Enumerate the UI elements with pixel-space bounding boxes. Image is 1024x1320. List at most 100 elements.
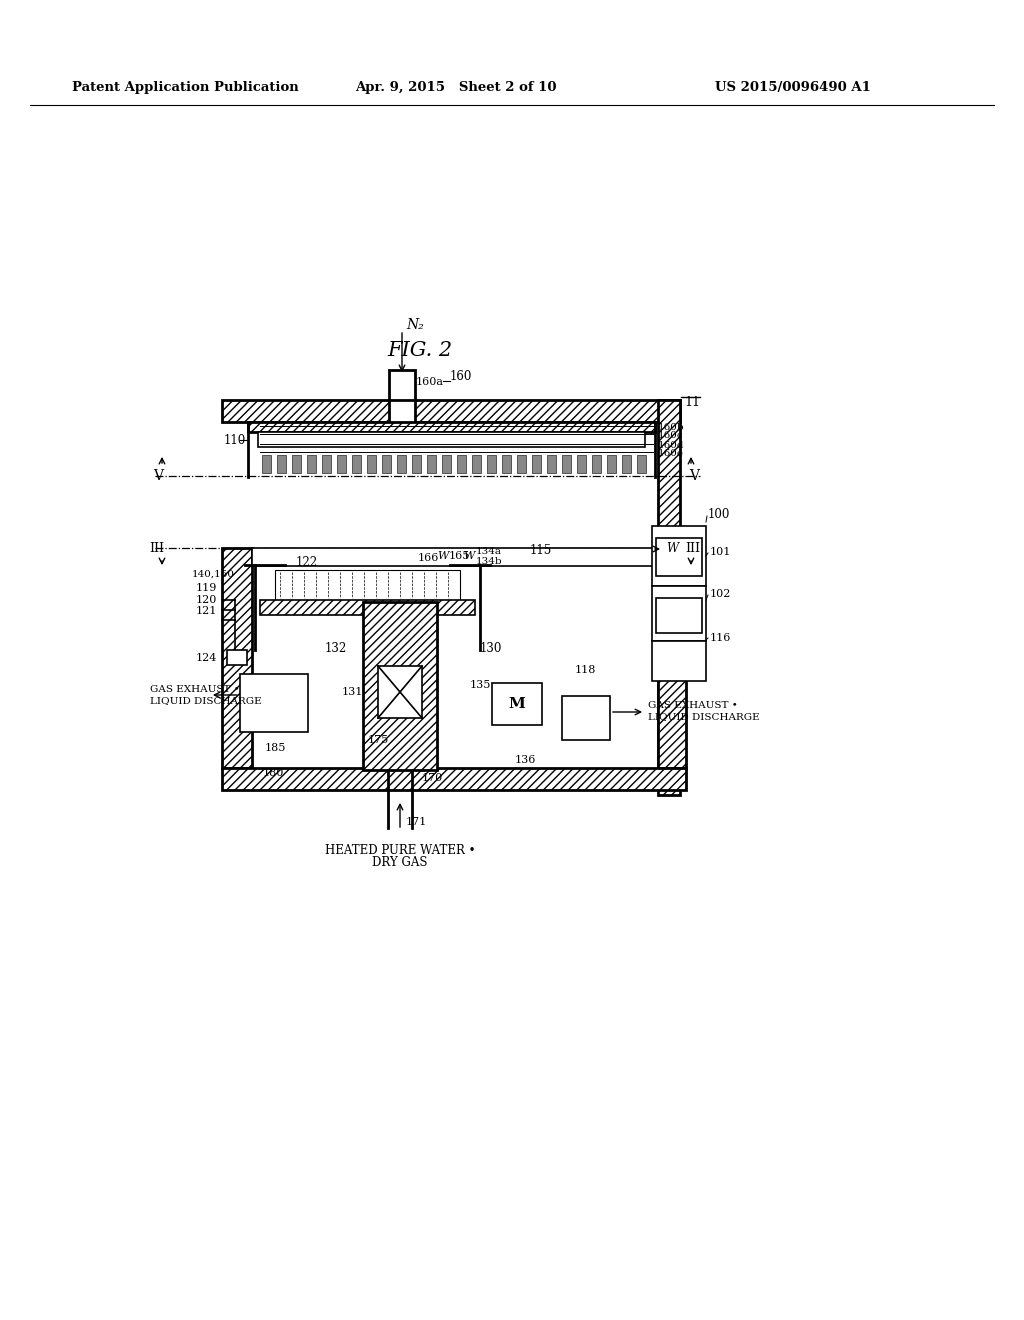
Text: 120: 120 [196, 595, 217, 605]
Text: 185: 185 [265, 743, 287, 752]
Bar [487, 455, 496, 473]
Text: 101: 101 [710, 546, 731, 557]
Bar [222, 548, 252, 768]
Text: 160a: 160a [416, 378, 444, 387]
Text: 121: 121 [196, 606, 217, 616]
Text: V: V [689, 469, 699, 483]
Bar [532, 455, 541, 473]
Text: 160: 160 [450, 370, 472, 383]
Bar [367, 455, 376, 473]
Text: 170: 170 [422, 774, 443, 783]
Bar [607, 455, 616, 473]
Bar [262, 455, 271, 473]
Text: LIQUID DISCHARGE: LIQUID DISCHARGE [150, 697, 261, 705]
Bar [258, 432, 645, 447]
Text: 160e: 160e [658, 450, 684, 458]
Text: Apr. 9, 2015   Sheet 2 of 10: Apr. 9, 2015 Sheet 2 of 10 [355, 82, 556, 95]
Bar [656, 539, 702, 576]
Bar [252, 548, 658, 566]
Text: W: W [463, 550, 474, 561]
Text: III: III [685, 541, 700, 554]
Bar [562, 696, 610, 741]
Text: GAS EXHAUST •: GAS EXHAUST • [648, 701, 737, 710]
Text: 122: 122 [296, 557, 318, 569]
Bar [562, 455, 571, 473]
Bar [352, 455, 361, 473]
Text: 118: 118 [575, 665, 596, 675]
Text: 124: 124 [196, 653, 217, 663]
Text: 132: 132 [325, 642, 347, 655]
Text: 134b: 134b [476, 557, 503, 565]
Bar [502, 455, 511, 473]
Text: 160c: 160c [658, 432, 684, 441]
Bar [547, 455, 556, 473]
Bar [362, 602, 437, 770]
Bar [622, 455, 631, 473]
Bar [322, 455, 331, 473]
Text: DRY GAS: DRY GAS [373, 855, 428, 869]
Bar [378, 667, 422, 718]
Text: US 2015/0096490 A1: US 2015/0096490 A1 [715, 82, 870, 95]
Text: HEATED PURE WATER •: HEATED PURE WATER • [325, 843, 475, 857]
Text: 100: 100 [708, 507, 730, 520]
Bar [592, 455, 601, 473]
Bar [415, 400, 680, 422]
Bar [248, 422, 655, 432]
Text: III: III [150, 541, 165, 554]
Text: 171: 171 [406, 817, 427, 828]
Bar [492, 682, 542, 725]
Bar [227, 649, 247, 665]
Text: 130: 130 [480, 642, 503, 655]
Bar [637, 455, 646, 473]
Text: 116: 116 [710, 634, 731, 643]
Bar [278, 455, 286, 473]
Bar [658, 548, 686, 768]
Text: FIG. 2: FIG. 2 [387, 341, 453, 359]
Text: 175: 175 [368, 735, 389, 744]
Bar [222, 768, 686, 789]
Text: W: W [666, 543, 678, 556]
Bar [292, 455, 301, 473]
Bar [307, 455, 316, 473]
Text: N₂: N₂ [406, 318, 424, 333]
Bar [397, 455, 406, 473]
Bar [337, 455, 346, 473]
Bar [427, 455, 436, 473]
Text: 134a: 134a [476, 548, 502, 557]
Bar [260, 601, 475, 615]
Text: 11: 11 [684, 396, 700, 409]
Text: W: W [437, 550, 449, 561]
Text: M: M [509, 697, 525, 711]
Bar [442, 455, 451, 473]
Bar [658, 400, 680, 795]
Bar [412, 455, 421, 473]
Bar [652, 642, 706, 681]
Bar [652, 586, 706, 642]
Text: 135: 135 [470, 680, 492, 690]
Text: 131: 131 [342, 686, 364, 697]
Text: 110: 110 [224, 433, 246, 446]
Text: 115: 115 [530, 544, 552, 557]
Bar [652, 525, 706, 586]
Text: GAS EXHAUST •: GAS EXHAUST • [150, 685, 240, 694]
Bar [240, 675, 308, 733]
Text: 160b: 160b [658, 424, 685, 433]
Bar [222, 400, 389, 422]
Text: 140,150: 140,150 [193, 569, 234, 578]
Text: Patent Application Publication: Patent Application Publication [72, 82, 299, 95]
Text: 166: 166 [418, 553, 439, 564]
Bar [275, 570, 460, 601]
Text: 119: 119 [196, 583, 217, 593]
Text: 165: 165 [449, 550, 470, 561]
Bar [517, 455, 526, 473]
Bar [457, 455, 466, 473]
Bar [577, 455, 586, 473]
Text: 102: 102 [710, 589, 731, 599]
Text: LIQUID DISCHARGE: LIQUID DISCHARGE [648, 713, 760, 722]
Bar [389, 370, 415, 400]
Text: V: V [153, 469, 163, 483]
Bar [656, 598, 702, 634]
Text: 180: 180 [263, 768, 285, 777]
Text: 136: 136 [515, 755, 537, 766]
Bar [382, 455, 391, 473]
